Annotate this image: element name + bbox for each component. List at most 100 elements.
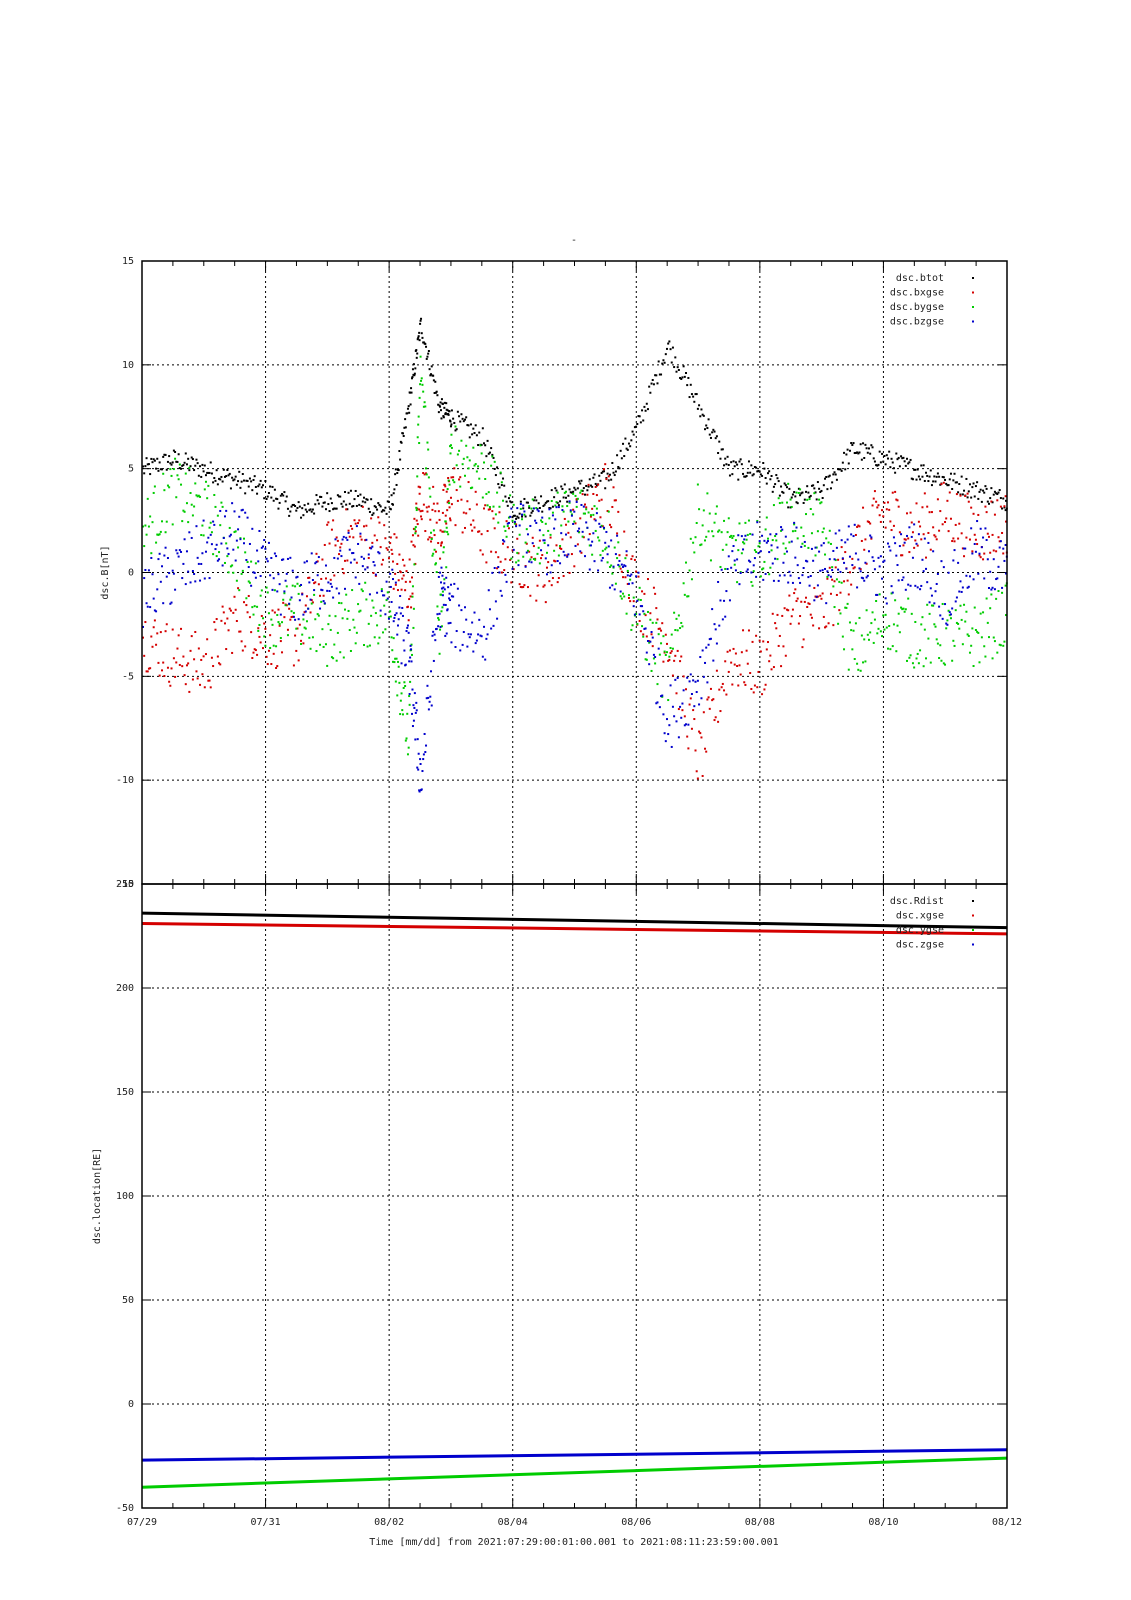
data-point xyxy=(717,452,720,455)
data-point xyxy=(726,568,729,571)
data-point xyxy=(228,526,231,529)
data-point xyxy=(437,411,440,414)
data-point xyxy=(982,536,985,539)
data-point xyxy=(732,460,735,463)
data-point xyxy=(427,352,430,355)
data-point xyxy=(417,423,420,426)
data-point xyxy=(955,621,958,624)
data-point xyxy=(176,552,179,555)
data-point xyxy=(856,662,859,665)
data-point xyxy=(770,549,773,552)
data-point xyxy=(378,636,381,639)
data-point xyxy=(770,474,773,477)
data-point xyxy=(219,663,222,666)
data-point xyxy=(693,718,696,721)
data-point xyxy=(368,510,371,513)
data-point xyxy=(927,480,930,483)
data-point xyxy=(218,558,221,561)
data-point xyxy=(380,590,383,593)
data-point xyxy=(342,572,345,575)
data-point xyxy=(699,656,702,659)
data-point xyxy=(481,427,484,430)
data-point xyxy=(392,620,395,623)
data-point xyxy=(386,500,389,503)
data-point xyxy=(415,709,418,712)
data-point xyxy=(677,708,680,711)
data-point xyxy=(630,558,633,561)
data-point xyxy=(182,464,185,467)
data-point xyxy=(597,569,600,572)
data-point xyxy=(953,472,956,475)
data-point xyxy=(635,425,638,428)
data-point xyxy=(204,550,207,553)
data-point xyxy=(196,462,199,465)
x-tick-label: 07/29 xyxy=(127,1517,157,1528)
data-point xyxy=(770,544,773,547)
data-point xyxy=(570,514,573,517)
data-point xyxy=(967,585,970,588)
data-point xyxy=(159,530,162,533)
data-point xyxy=(525,528,528,531)
data-point xyxy=(920,538,923,541)
data-point xyxy=(351,552,354,555)
data-point xyxy=(939,483,942,486)
data-point xyxy=(511,549,514,552)
data-point xyxy=(544,522,547,525)
data-point xyxy=(835,578,838,581)
data-point xyxy=(478,477,481,480)
data-point xyxy=(234,530,237,533)
data-point xyxy=(445,576,448,579)
data-point xyxy=(371,545,374,548)
data-point xyxy=(191,514,194,517)
data-point xyxy=(949,617,952,620)
data-point xyxy=(807,546,810,549)
data-point xyxy=(529,594,532,597)
data-point xyxy=(272,644,275,647)
data-point xyxy=(242,479,245,482)
data-point xyxy=(886,647,889,650)
data-point xyxy=(260,589,263,592)
data-point xyxy=(939,644,942,647)
data-point xyxy=(980,546,983,549)
data-point xyxy=(614,582,617,585)
data-point xyxy=(749,672,752,675)
data-point xyxy=(976,481,979,484)
data-point xyxy=(248,477,251,480)
data-point xyxy=(175,661,178,664)
data-point xyxy=(423,732,426,735)
data-point xyxy=(163,675,166,678)
data-point xyxy=(879,555,882,558)
data-point xyxy=(624,557,627,560)
data-point xyxy=(474,424,477,427)
data-point xyxy=(630,573,633,576)
data-point xyxy=(383,524,386,527)
data-point xyxy=(708,707,711,710)
data-point xyxy=(654,656,657,659)
data-point xyxy=(656,701,659,704)
data-point xyxy=(408,692,411,695)
data-point xyxy=(426,684,429,687)
data-point xyxy=(594,519,597,522)
data-point xyxy=(184,472,187,475)
data-point xyxy=(660,642,663,645)
data-point xyxy=(439,409,442,412)
data-point xyxy=(324,564,327,567)
data-point xyxy=(579,491,582,494)
data-point xyxy=(833,558,836,561)
data-point xyxy=(643,627,646,630)
data-point xyxy=(240,640,243,643)
data-point xyxy=(250,631,253,634)
data-point xyxy=(459,485,462,488)
data-point xyxy=(403,426,406,429)
data-point xyxy=(422,341,425,344)
data-point xyxy=(585,521,588,524)
data-point xyxy=(301,633,304,636)
data-point xyxy=(483,442,486,445)
data-point xyxy=(516,551,519,554)
data-point xyxy=(850,629,853,632)
data-point xyxy=(310,552,313,555)
data-point xyxy=(904,538,907,541)
data-point xyxy=(866,633,869,636)
data-point xyxy=(551,511,554,514)
data-point xyxy=(551,514,554,517)
